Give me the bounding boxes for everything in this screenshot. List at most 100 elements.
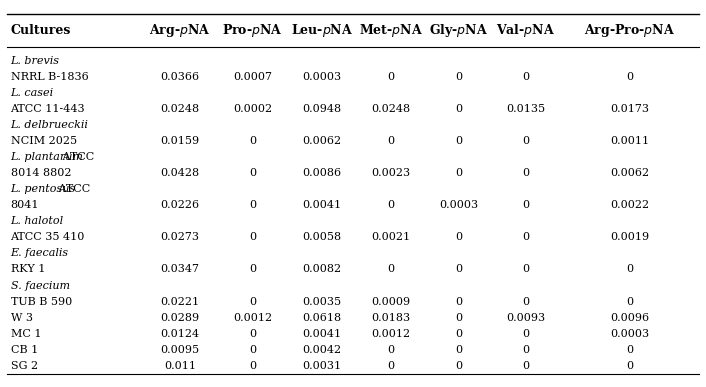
Text: 0.0041: 0.0041 xyxy=(302,200,342,211)
Text: 0: 0 xyxy=(388,361,395,371)
Text: L. delbrueckii: L. delbrueckii xyxy=(11,120,88,130)
Text: 0: 0 xyxy=(388,264,395,274)
Text: 0.0093: 0.0093 xyxy=(506,313,546,323)
Text: 0: 0 xyxy=(455,168,462,178)
Text: 0: 0 xyxy=(626,344,633,354)
Text: 0.0273: 0.0273 xyxy=(160,233,200,242)
Text: 0: 0 xyxy=(249,329,256,339)
Text: Val-$p$NA: Val-$p$NA xyxy=(496,22,556,39)
Text: 0.0062: 0.0062 xyxy=(610,168,650,178)
Text: 0: 0 xyxy=(388,72,395,82)
Text: 0: 0 xyxy=(626,72,633,82)
Text: 0.0042: 0.0042 xyxy=(302,344,342,354)
Text: 0: 0 xyxy=(249,296,256,307)
Text: 0: 0 xyxy=(522,233,530,242)
Text: 0.0135: 0.0135 xyxy=(506,104,546,114)
Text: 0: 0 xyxy=(455,72,462,82)
Text: 0: 0 xyxy=(626,264,633,274)
Text: 0.0021: 0.0021 xyxy=(371,233,411,242)
Text: 0: 0 xyxy=(455,104,462,114)
Text: ATCC 11-443: ATCC 11-443 xyxy=(11,104,85,114)
Text: 0.0366: 0.0366 xyxy=(160,72,200,82)
Text: 0.0096: 0.0096 xyxy=(610,313,650,323)
Text: 8014 8802: 8014 8802 xyxy=(11,168,71,178)
Text: 0: 0 xyxy=(455,344,462,354)
Text: 0: 0 xyxy=(522,361,530,371)
Text: 0: 0 xyxy=(455,329,462,339)
Text: 0: 0 xyxy=(249,233,256,242)
Text: 0.0289: 0.0289 xyxy=(160,313,200,323)
Text: 0: 0 xyxy=(249,361,256,371)
Text: 0.0003: 0.0003 xyxy=(302,72,342,82)
Text: L. plantarum: L. plantarum xyxy=(11,152,83,162)
Text: 0.0003: 0.0003 xyxy=(610,329,650,339)
Text: 0: 0 xyxy=(249,168,256,178)
Text: SG 2: SG 2 xyxy=(11,361,37,371)
Text: 0: 0 xyxy=(388,344,395,354)
Text: 0: 0 xyxy=(249,264,256,274)
Text: 0.0035: 0.0035 xyxy=(302,296,342,307)
Text: 0.0058: 0.0058 xyxy=(302,233,342,242)
Text: 0.0041: 0.0041 xyxy=(302,329,342,339)
Text: 0.0002: 0.0002 xyxy=(233,104,273,114)
Text: Cultures: Cultures xyxy=(11,24,71,37)
Text: 0.0003: 0.0003 xyxy=(439,200,478,211)
Text: 0: 0 xyxy=(249,344,256,354)
Text: S. faecium: S. faecium xyxy=(11,281,69,291)
Text: 0.0009: 0.0009 xyxy=(371,296,411,307)
Text: 0.0019: 0.0019 xyxy=(610,233,650,242)
Text: 0: 0 xyxy=(455,296,462,307)
Text: 0: 0 xyxy=(522,136,530,146)
Text: Arg-Pro-$p$NA: Arg-Pro-$p$NA xyxy=(585,22,675,39)
Text: 0: 0 xyxy=(455,233,462,242)
Text: 0.0082: 0.0082 xyxy=(302,264,342,274)
Text: L. halotol: L. halotol xyxy=(11,216,64,226)
Text: 0.0948: 0.0948 xyxy=(302,104,342,114)
Text: ATCC: ATCC xyxy=(55,184,90,194)
Text: ATCC: ATCC xyxy=(59,152,95,162)
Text: 0: 0 xyxy=(522,72,530,82)
Text: 0.0173: 0.0173 xyxy=(610,104,650,114)
Text: 0: 0 xyxy=(626,361,633,371)
Text: 8041: 8041 xyxy=(11,200,39,211)
Text: 0.0159: 0.0159 xyxy=(160,136,200,146)
Text: 0: 0 xyxy=(455,136,462,146)
Text: 0.0095: 0.0095 xyxy=(160,344,200,354)
Text: 0: 0 xyxy=(522,329,530,339)
Text: 0: 0 xyxy=(249,200,256,211)
Text: 0: 0 xyxy=(626,296,633,307)
Text: 0.0248: 0.0248 xyxy=(371,104,411,114)
Text: L. brevis: L. brevis xyxy=(11,56,59,66)
Text: 0.0007: 0.0007 xyxy=(233,72,273,82)
Text: 0: 0 xyxy=(455,313,462,323)
Text: 0: 0 xyxy=(522,264,530,274)
Text: 0: 0 xyxy=(522,168,530,178)
Text: 0.0011: 0.0011 xyxy=(610,136,650,146)
Text: 0.0012: 0.0012 xyxy=(371,329,411,339)
Text: 0: 0 xyxy=(522,344,530,354)
Text: NCIM 2025: NCIM 2025 xyxy=(11,136,77,146)
Text: 0: 0 xyxy=(522,296,530,307)
Text: NRRL B-1836: NRRL B-1836 xyxy=(11,72,88,82)
Text: 0.0221: 0.0221 xyxy=(160,296,200,307)
Text: 0.0062: 0.0062 xyxy=(302,136,342,146)
Text: 0: 0 xyxy=(522,200,530,211)
Text: Arg-$p$NA: Arg-$p$NA xyxy=(149,22,211,39)
Text: 0.0183: 0.0183 xyxy=(371,313,411,323)
Text: 0: 0 xyxy=(388,136,395,146)
Text: Met-$p$NA: Met-$p$NA xyxy=(359,22,423,39)
Text: RKY 1: RKY 1 xyxy=(11,264,45,274)
Text: 0: 0 xyxy=(388,200,395,211)
Text: 0.0012: 0.0012 xyxy=(233,313,273,323)
Text: Gly-$p$NA: Gly-$p$NA xyxy=(429,22,488,39)
Text: 0.0031: 0.0031 xyxy=(302,361,342,371)
Text: 0: 0 xyxy=(455,361,462,371)
Text: MC 1: MC 1 xyxy=(11,329,41,339)
Text: TUB B 590: TUB B 590 xyxy=(11,296,72,307)
Text: 0.0347: 0.0347 xyxy=(160,264,200,274)
Text: 0: 0 xyxy=(455,264,462,274)
Text: 0.011: 0.011 xyxy=(164,361,196,371)
Text: Pro-$p$NA: Pro-$p$NA xyxy=(222,22,283,39)
Text: 0.0618: 0.0618 xyxy=(302,313,342,323)
Text: L. pentosus: L. pentosus xyxy=(11,184,76,194)
